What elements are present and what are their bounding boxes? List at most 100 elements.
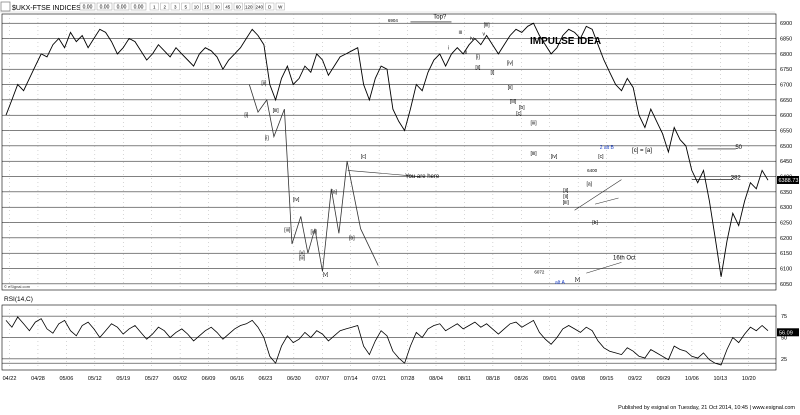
wave-label: 50 (735, 145, 742, 151)
wave-label: [v] (299, 251, 305, 257)
rsi-tick-label: 25 (781, 357, 787, 363)
rsi-y-axis: 75 50 25 56.09 (777, 314, 799, 363)
rsi-label: RSI(14,C) (4, 296, 33, 303)
wave-label: [c] (361, 154, 367, 160)
wave-label: [iv] (551, 154, 558, 160)
last-price-box (777, 175, 799, 184)
wave-label: [ii] (508, 85, 514, 91)
footer-credit: Published by esignal on Tuesday, 21 Oct … (618, 405, 795, 411)
wave-label: [i] (265, 136, 270, 142)
wave-label: [ii] (563, 194, 569, 200)
menu-icon[interactable] (0, 1, 11, 12)
symbol-label[interactable]: $UKX-FTSE INDICES (12, 5, 81, 12)
wave-label: [iii] (273, 108, 280, 114)
wave-label: [iv] (311, 229, 318, 235)
wave-label: [c] (516, 111, 522, 117)
interval-button-60[interactable] (233, 2, 243, 11)
interval-label: 60 (236, 5, 242, 10)
interval-button-2[interactable] (160, 2, 170, 11)
date-x-axis: 04/22 04/28 05/06 05/12 05/19 05/27 06/02 06/09… (3, 376, 756, 382)
wave-label: 16th Oct (613, 255, 636, 261)
wave-label: [iii] (530, 120, 537, 126)
wave-label: 382 (731, 176, 742, 182)
price-tick-label: 6750 (780, 67, 792, 73)
interval-button-D[interactable] (265, 2, 275, 11)
price-tick-label: 6200 (780, 236, 792, 242)
interval-button-W[interactable] (275, 2, 285, 11)
price-tick-label: 6150 (780, 251, 792, 257)
rsi-last-box (777, 328, 799, 337)
interval-button-15[interactable] (202, 2, 212, 11)
interval-label: 3 (174, 5, 177, 10)
wave-label: [b] (519, 105, 525, 111)
interval-label: W (278, 5, 283, 10)
interval-button-1[interactable] (149, 2, 159, 11)
wave-label: [iii] (563, 200, 570, 206)
interval-button-240[interactable] (254, 2, 264, 11)
date-tick-label: 06/16 (230, 376, 244, 382)
wave-label: [a] (586, 182, 592, 188)
readout-value: 0.00 (117, 5, 127, 11)
interval-label: 15 (204, 5, 210, 10)
wave-label: [v] (575, 277, 581, 283)
date-tick-label: 05/12 (88, 376, 102, 382)
projection-line (248, 84, 379, 272)
rsi-last-label: 56.09 (779, 330, 793, 336)
price-tick-label: 6900 (780, 21, 792, 27)
wave-label: alt A (555, 280, 565, 286)
price-tick-label: 6500 (780, 144, 792, 150)
interval-label: 30 (215, 5, 221, 10)
wave-label: [iii] (510, 99, 517, 105)
wave-label: [iv] (507, 61, 514, 67)
wave-label: [ii] (563, 188, 569, 194)
interval-label: 10 (194, 5, 200, 10)
wave-label: 6072 (534, 270, 545, 275)
date-tick-label: 09/15 (600, 376, 614, 382)
wave-label: You are here (405, 174, 440, 180)
rsi-line (5, 316, 769, 366)
wave-label: 2 alt B (600, 145, 615, 151)
rsi-panel: RSI(14,C) 75 50 25 56.09 (1, 296, 799, 371)
price-grid (2, 14, 776, 290)
interval-label: 240 (255, 5, 263, 10)
interval-button-5[interactable] (181, 2, 191, 11)
interval-button-120[interactable] (244, 2, 254, 11)
price-tick-label: 6350 (780, 190, 792, 196)
price-tick-label: 6600 (780, 113, 792, 119)
date-tick-label: 08/18 (486, 376, 500, 382)
price-tick-label: 6100 (780, 267, 792, 273)
interval-button-10[interactable] (191, 2, 201, 11)
wave-label: [ii] (261, 81, 267, 87)
wave-label: 6904 (388, 18, 399, 23)
wave-label: iii (459, 30, 462, 36)
date-tick-label: 09/01 (543, 376, 557, 382)
wave-label: [i] (244, 113, 249, 119)
interval-label: 2 (163, 5, 166, 10)
chart-title: IMPULSE IDEA (530, 36, 601, 47)
date-tick-label: 07/14 (344, 376, 358, 382)
wave-label: [b] (592, 220, 598, 226)
wave-label: [ii] (475, 65, 481, 71)
date-tick-label: 07/07 (315, 376, 329, 382)
rsi-tick-label: 50 (781, 336, 787, 342)
interval-button-30[interactable] (212, 2, 222, 11)
wave-label: 6400 (587, 168, 598, 173)
date-tick-label: 08/26 (514, 376, 528, 382)
readout-box (130, 2, 147, 11)
wave-label: [iii] (284, 228, 291, 234)
wave-label: [iii] (299, 255, 306, 261)
date-tick-label: 06/23 (259, 376, 273, 382)
channel-line (595, 197, 619, 205)
wave-annotations: 6904 Top?[iii]iiiivviii[i][ii][iv][ii][ii… (244, 15, 742, 286)
wave-label: [iii] (530, 151, 537, 157)
source-credit: © eSignal.com (4, 284, 31, 289)
price-tick-label: 6450 (780, 159, 792, 165)
date-tick-label: 10/13 (713, 376, 727, 382)
interval-button-3[interactable] (170, 2, 180, 11)
date-tick-label: 10/20 (742, 376, 756, 382)
interval-label: D (268, 5, 272, 10)
interval-button-45[interactable] (223, 2, 233, 11)
wave-label: v (482, 31, 485, 37)
rsi-grid (2, 305, 776, 370)
